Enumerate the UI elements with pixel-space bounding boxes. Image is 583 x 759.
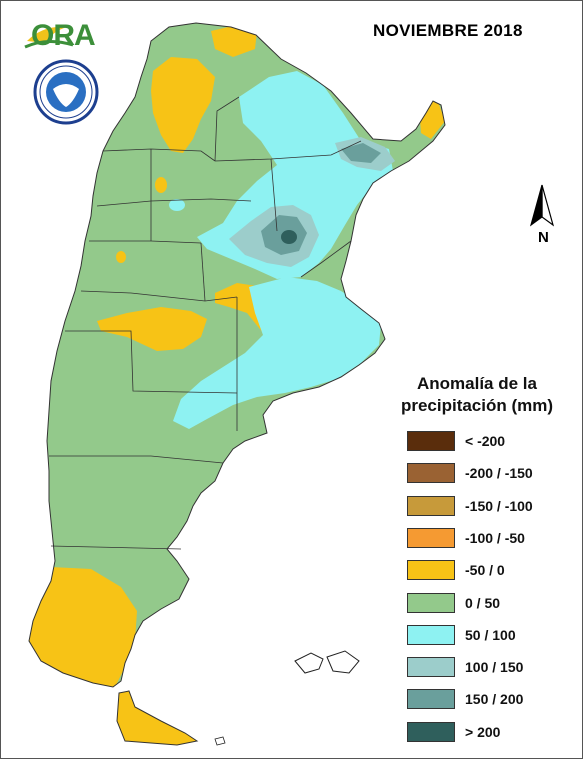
- malvinas-islands: [294, 650, 360, 674]
- legend-item: < -200: [407, 431, 505, 451]
- legend-swatch: [407, 625, 455, 645]
- legend-item: -200 / -150: [407, 463, 533, 483]
- legend-item: -150 / -100: [407, 496, 533, 516]
- wet-region-pampas: [173, 277, 381, 429]
- legend-item: > 200: [407, 722, 500, 742]
- wet-spot-1: [169, 199, 185, 211]
- legend-swatch: [407, 528, 455, 548]
- legend-swatch: [407, 560, 455, 580]
- legend-label: -50 / 0: [465, 562, 505, 578]
- legend-title: Anomalía de la precipitación (mm): [377, 373, 577, 417]
- dry-region-northwest: [151, 57, 215, 153]
- dry-spot-1: [155, 177, 167, 193]
- province-borders: [49, 96, 362, 550]
- ora-logo-text: ORA: [31, 19, 96, 52]
- legend-item: 0 / 50: [407, 593, 500, 613]
- legend-title-line1: Anomalía de la: [417, 374, 537, 393]
- legend-label: -100 / -50: [465, 530, 525, 546]
- ministry-seal-icon: [33, 59, 99, 125]
- legend-swatch: [407, 593, 455, 613]
- legend-title-line2: precipitación (mm): [400, 396, 554, 415]
- north-label: N: [538, 229, 549, 246]
- legend-label: -150 / -100: [465, 498, 533, 514]
- legend-item: 50 / 100: [407, 625, 516, 645]
- north-arrow-icon: [529, 184, 555, 227]
- legend-swatch: [407, 657, 455, 677]
- dry-region-north: [211, 25, 257, 57]
- legend-swatch: [407, 722, 455, 742]
- legend-item: 100 / 150: [407, 657, 523, 677]
- legend-label: > 200: [465, 724, 501, 740]
- wet-region-150-200-ne: [341, 143, 381, 163]
- legend-item: -100 / -50: [407, 528, 525, 548]
- legend-swatch: [407, 689, 455, 709]
- legend-label: 150 / 200: [465, 691, 524, 707]
- dry-region-patagonia-south: [29, 567, 137, 687]
- legend-item: 150 / 200: [407, 689, 523, 709]
- legend-swatch: [407, 496, 455, 516]
- legend-label: 50 / 100: [465, 627, 516, 643]
- legend-label: < -200: [465, 433, 506, 449]
- legend-label: 100 / 150: [465, 659, 524, 675]
- legend-label: -200 / -150: [465, 465, 533, 481]
- legend-label: 0 / 50: [465, 595, 501, 611]
- wet-region-over-200: [281, 230, 297, 244]
- map-title: NOVIEMBRE 2018: [373, 21, 523, 40]
- legend-item: -50 / 0: [407, 560, 505, 580]
- dry-region-center-west: [97, 307, 207, 351]
- legend-swatch: [407, 431, 455, 451]
- dry-spot-2: [116, 251, 126, 263]
- ora-logo-icon: [24, 26, 74, 49]
- legend-swatch: [407, 463, 455, 483]
- tierra-del-fuego: [116, 690, 199, 746]
- isla-de-los-estados: [214, 736, 226, 746]
